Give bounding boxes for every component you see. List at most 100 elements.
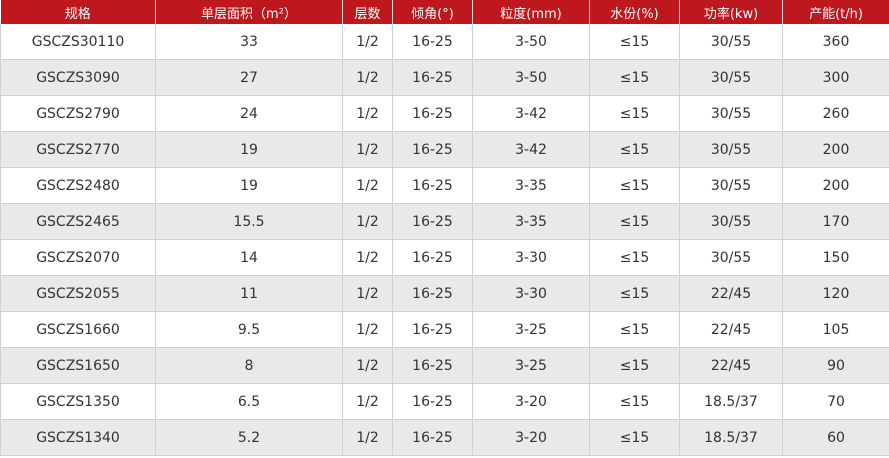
table-cell: 300: [782, 59, 889, 96]
table-cell: ≤15: [589, 275, 680, 312]
table-cell: 16-25: [392, 347, 473, 384]
table-cell: 1/2: [342, 24, 393, 60]
column-header: 产能(t/h): [782, 0, 889, 24]
table-cell: GSCZS2055: [0, 275, 156, 312]
table-cell: ≤15: [589, 59, 680, 96]
table-cell: 16-25: [392, 383, 473, 420]
table-cell: 22/45: [679, 311, 783, 348]
table-cell: 16-25: [392, 24, 473, 60]
column-header: 规格: [0, 0, 156, 24]
table-cell: GSCZS1650: [0, 347, 156, 384]
table-row: GSCZS3090 27 1/2 16-25 3-50 ≤15 30/55 300: [0, 59, 889, 96]
table-cell: 16-25: [392, 95, 473, 132]
table-cell: 1/2: [342, 383, 393, 420]
header-row: 规格 单层面积（m²） 层数 倾角(°) 粒度(mm) 水份(%) 功率(kw) 产能(t/h…: [0, 0, 889, 24]
table-cell: 30/55: [679, 203, 783, 240]
table-cell: 18.5/37: [679, 419, 783, 456]
table-cell: 170: [782, 203, 889, 240]
table-cell: 1/2: [342, 203, 393, 240]
table-cell: 8: [155, 347, 343, 384]
table-cell: 70: [782, 383, 889, 420]
table-cell: 33: [155, 24, 343, 60]
table-cell: 6.5: [155, 383, 343, 420]
table-cell: GSCZS30110: [0, 24, 156, 60]
table-cell: 30/55: [679, 95, 783, 132]
table-row: GSCZS1650 8 1/2 16-25 3-25 ≤15 22/45 90: [0, 347, 889, 384]
column-header: 功率(kw): [679, 0, 783, 24]
table-cell: 30/55: [679, 131, 783, 168]
table-cell: 200: [782, 131, 889, 168]
table-cell: ≤15: [589, 419, 680, 456]
table-cell: ≤15: [589, 131, 680, 168]
table-cell: 150: [782, 239, 889, 276]
table-row: GSCZS2070 14 1/2 16-25 3-30 ≤15 30/55 150: [0, 239, 889, 276]
table-cell: 1/2: [342, 131, 393, 168]
table-cell: 1/2: [342, 95, 393, 132]
table-cell: 1/2: [342, 167, 393, 204]
table-cell: 90: [782, 347, 889, 384]
column-header: 水份(%): [589, 0, 680, 24]
table-cell: 3-35: [472, 203, 590, 240]
table-cell: 16-25: [392, 311, 473, 348]
table-cell: 105: [782, 311, 889, 348]
table-cell: 30/55: [679, 167, 783, 204]
table-row: GSCZS30110 33 1/2 16-25 3-50 ≤15 30/55 360: [0, 24, 889, 60]
table-cell: ≤15: [589, 311, 680, 348]
table-cell: 16-25: [392, 239, 473, 276]
table-cell: GSCZS2790: [0, 95, 156, 132]
table-row: GSCZS2465 15.5 1/2 16-25 3-35 ≤15 30/55 170: [0, 203, 889, 240]
table-cell: GSCZS3090: [0, 59, 156, 96]
table-cell: GSCZS2465: [0, 203, 156, 240]
table-cell: 22/45: [679, 275, 783, 312]
table-cell: 1/2: [342, 59, 393, 96]
table-row: GSCZS2790 24 1/2 16-25 3-42 ≤15 30/55 260: [0, 95, 889, 132]
table-cell: 1/2: [342, 275, 393, 312]
table-cell: GSCZS2070: [0, 239, 156, 276]
table-cell: 22/45: [679, 347, 783, 384]
table-cell: ≤15: [589, 347, 680, 384]
table-row: GSCZS1660 9.5 1/2 16-25 3-25 ≤15 22/45 105: [0, 311, 889, 348]
column-header: 粒度(mm): [472, 0, 590, 24]
table-cell: 260: [782, 95, 889, 132]
table-cell: 3-50: [472, 24, 590, 60]
table-cell: 14: [155, 239, 343, 276]
table-cell: 200: [782, 167, 889, 204]
table-cell: 3-25: [472, 347, 590, 384]
table-cell: GSCZS2480: [0, 167, 156, 204]
table-cell: 30/55: [679, 239, 783, 276]
table-cell: 16-25: [392, 59, 473, 96]
table-cell: 5.2: [155, 419, 343, 456]
table-cell: GSCZS1340: [0, 419, 156, 456]
table-row: GSCZS1340 5.2 1/2 16-25 3-20 ≤15 18.5/37 60: [0, 419, 889, 456]
table-row: GSCZS2055 11 1/2 16-25 3-30 ≤15 22/45 120: [0, 275, 889, 312]
table-cell: 16-25: [392, 167, 473, 204]
table-row: GSCZS1350 6.5 1/2 16-25 3-20 ≤15 18.5/37 70: [0, 383, 889, 420]
table-cell: 1/2: [342, 347, 393, 384]
table-cell: ≤15: [589, 239, 680, 276]
table-cell: 19: [155, 131, 343, 168]
table-cell: GSCZS1660: [0, 311, 156, 348]
table-cell: 30/55: [679, 59, 783, 96]
column-header: 倾角(°): [392, 0, 473, 24]
table-cell: 60: [782, 419, 889, 456]
table-cell: 16-25: [392, 419, 473, 456]
table-cell: GSCZS2770: [0, 131, 156, 168]
table-cell: 16-25: [392, 131, 473, 168]
table-cell: 9.5: [155, 311, 343, 348]
table-cell: 16-25: [392, 275, 473, 312]
table-cell: 360: [782, 24, 889, 60]
table-cell: 15.5: [155, 203, 343, 240]
table-cell: 19: [155, 167, 343, 204]
table-cell: 3-42: [472, 131, 590, 168]
table-cell: 3-20: [472, 383, 590, 420]
table-cell: ≤15: [589, 383, 680, 420]
table-cell: 3-50: [472, 59, 590, 96]
table-row: GSCZS2770 19 1/2 16-25 3-42 ≤15 30/55 200: [0, 131, 889, 168]
column-header: 单层面积（m²）: [155, 0, 343, 24]
table-cell: 120: [782, 275, 889, 312]
table-cell: 1/2: [342, 239, 393, 276]
table-cell: 3-25: [472, 311, 590, 348]
table-cell: 3-30: [472, 275, 590, 312]
table-cell: 3-42: [472, 95, 590, 132]
